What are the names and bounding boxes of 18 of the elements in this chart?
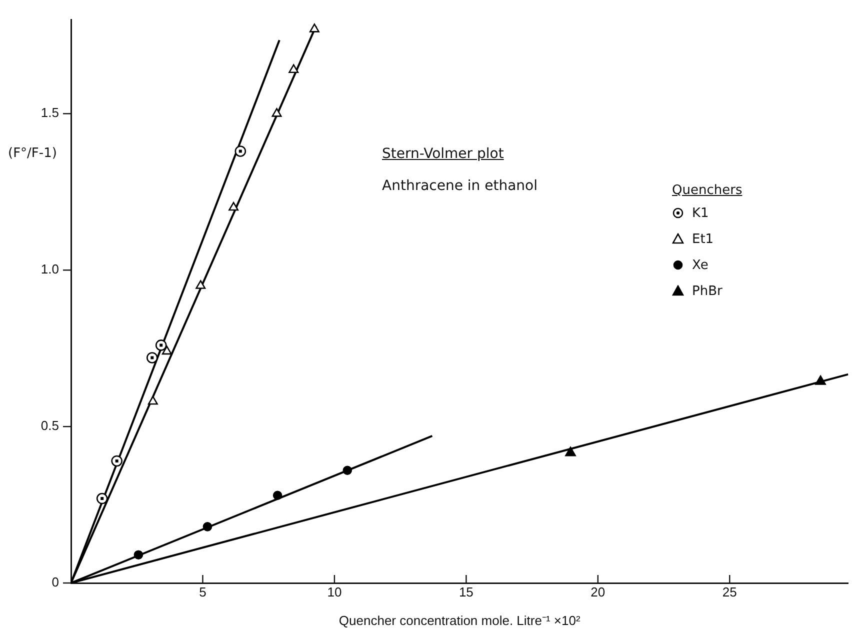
legend-label: PhBr xyxy=(692,284,722,298)
x-tick-label: 20 xyxy=(590,584,606,600)
legend-label: K1 xyxy=(692,206,709,220)
x-tick-label: 15 xyxy=(458,584,474,600)
x-tick-label: 5 xyxy=(199,584,206,600)
legend-label: Xe xyxy=(692,258,708,272)
x-axis-title: Quencher concentration mole. Litre⁻¹ ×10² xyxy=(338,612,581,628)
legend-title: Quenchers xyxy=(672,183,742,198)
text: Anthracene in ethanol xyxy=(382,178,538,194)
x-tick-label: 25 xyxy=(722,584,737,600)
y-axis-title: (F°/F-1) xyxy=(8,146,57,161)
y-tick-label: 0.5 xyxy=(40,418,59,434)
x-tick-label: 10 xyxy=(327,584,342,600)
legend-label: Et1 xyxy=(692,232,714,246)
y-tick-label: 0 xyxy=(52,574,59,590)
y-tick-label: 1.0 xyxy=(40,262,59,277)
y-tick-label: 1.5 xyxy=(40,105,59,120)
text: Stern-Volmer plot xyxy=(382,146,504,162)
